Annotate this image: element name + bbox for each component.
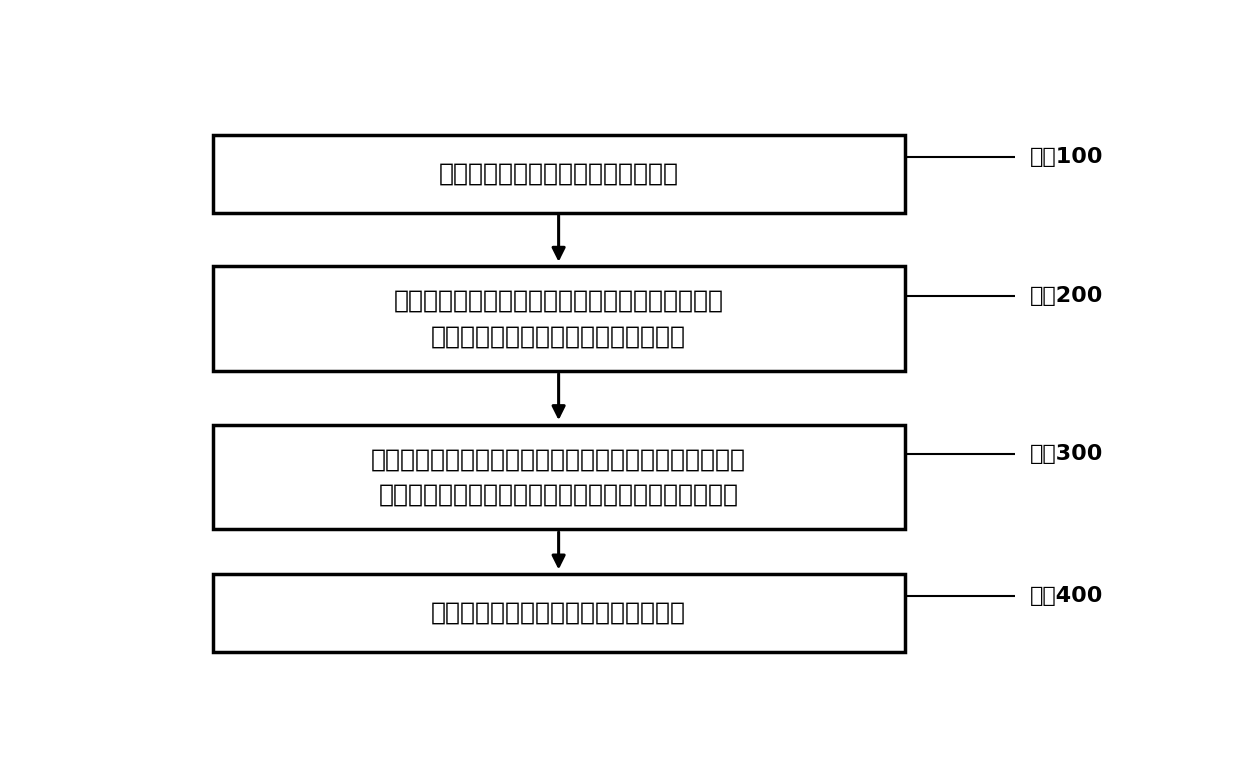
- Text: 采用点阵式方向测度算法对纹理的方向特征进行描述并采
用基于水平度的方向滤波算法对纹理特征进行方向滤波: 采用点阵式方向测度算法对纹理的方向特征进行描述并采 用基于水平度的方向滤波算法对…: [371, 447, 746, 507]
- Bar: [213, 424, 904, 529]
- Bar: [213, 266, 904, 371]
- Text: 采用基于灰度均方差的局部自适应阈值二值化处理
算法提取试样图像中纹理的二值化特征: 采用基于灰度均方差的局部自适应阈值二值化处理 算法提取试样图像中纹理的二值化特征: [393, 289, 724, 348]
- Text: 步骤400: 步骤400: [1029, 586, 1102, 606]
- Text: 步骤100: 步骤100: [1029, 147, 1104, 167]
- Text: 步骤200: 步骤200: [1029, 286, 1102, 306]
- Text: 对金属低倍试样图像进行矫正与分割: 对金属低倍试样图像进行矫正与分割: [439, 161, 678, 185]
- Bar: [213, 135, 904, 213]
- Text: 步骤300: 步骤300: [1029, 444, 1102, 464]
- Bar: [213, 574, 904, 652]
- Text: 根据纹理方向信息完成凝固区域的划分: 根据纹理方向信息完成凝固区域的划分: [432, 601, 686, 625]
